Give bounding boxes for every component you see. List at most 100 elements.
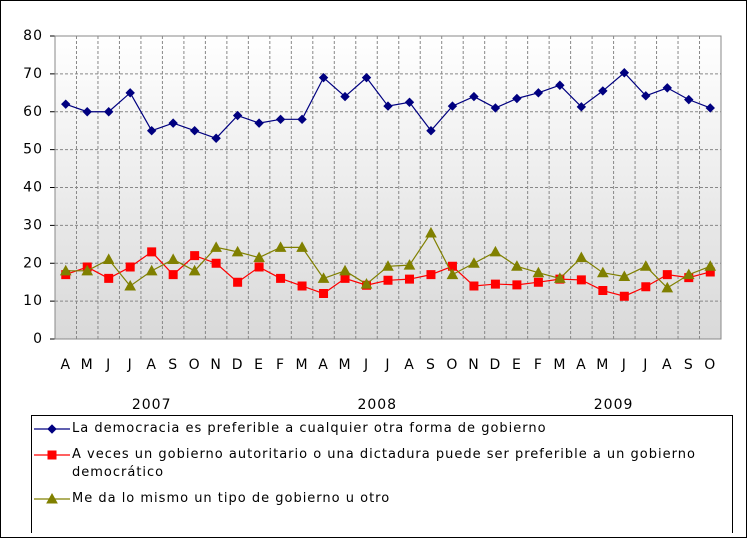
x-tick-label: A bbox=[404, 357, 415, 373]
legend-icon bbox=[34, 450, 70, 460]
marker bbox=[662, 83, 672, 93]
marker bbox=[317, 272, 330, 283]
marker bbox=[576, 102, 587, 112]
y-tick-label: 30 bbox=[23, 217, 43, 233]
legend-icon bbox=[34, 492, 70, 504]
marker bbox=[469, 281, 479, 291]
legend: La democracia es preferible a cualquier … bbox=[31, 415, 733, 533]
marker bbox=[188, 264, 201, 276]
marker bbox=[167, 253, 180, 264]
marker bbox=[682, 268, 695, 280]
legend-icon bbox=[34, 424, 70, 434]
marker bbox=[382, 260, 394, 271]
marker bbox=[468, 257, 480, 268]
marker bbox=[231, 245, 244, 257]
x-tick-label: A bbox=[318, 357, 329, 373]
x-tick-label: A bbox=[60, 357, 71, 373]
y-tick-label: 60 bbox=[23, 104, 43, 120]
marker bbox=[339, 264, 351, 276]
marker bbox=[104, 107, 114, 117]
x-tick-label: D bbox=[232, 357, 244, 373]
marker bbox=[662, 270, 672, 280]
marker bbox=[211, 258, 221, 268]
marker bbox=[490, 279, 500, 289]
marker bbox=[404, 274, 414, 284]
marker bbox=[296, 241, 308, 252]
marker bbox=[383, 275, 393, 285]
marker bbox=[641, 282, 651, 292]
marker bbox=[124, 279, 137, 291]
legend-item: La democracia es preferible a cualquier … bbox=[32, 420, 732, 438]
marker bbox=[104, 273, 114, 283]
x-tick-label: J bbox=[127, 357, 133, 373]
marker bbox=[619, 291, 629, 301]
marker bbox=[426, 270, 436, 280]
marker bbox=[619, 68, 630, 78]
marker bbox=[210, 241, 222, 252]
marker bbox=[81, 264, 94, 276]
marker bbox=[189, 125, 200, 136]
marker bbox=[511, 260, 523, 271]
marker bbox=[618, 270, 631, 282]
marker bbox=[168, 270, 178, 280]
marker bbox=[383, 101, 393, 111]
marker bbox=[512, 93, 522, 104]
marker bbox=[146, 125, 157, 136]
marker bbox=[512, 280, 522, 290]
marker bbox=[125, 88, 135, 98]
marker bbox=[147, 247, 157, 257]
year-label: 2007 bbox=[132, 397, 172, 413]
marker bbox=[297, 114, 307, 125]
marker bbox=[276, 273, 286, 283]
y-tick-label: 0 bbox=[33, 331, 43, 347]
y-tick-label: 70 bbox=[23, 66, 43, 82]
marker bbox=[533, 277, 543, 287]
marker bbox=[598, 86, 608, 96]
marker bbox=[274, 241, 287, 252]
x-tick-label: F bbox=[276, 357, 285, 373]
x-tick-label: M bbox=[553, 357, 566, 373]
marker bbox=[82, 107, 92, 117]
x-tick-label: J bbox=[384, 357, 390, 373]
legend-label: Me da lo mismo un tipo de gobierno u otr… bbox=[72, 491, 391, 506]
y-tick-label: 50 bbox=[23, 142, 43, 158]
marker bbox=[661, 281, 674, 293]
x-tick-label: A bbox=[576, 357, 587, 373]
marker bbox=[211, 133, 221, 143]
legend-item: Me da lo mismo un tipo de gobierno u otr… bbox=[32, 490, 732, 508]
x-tick-label: J bbox=[621, 357, 627, 373]
x-tick-label: N bbox=[210, 357, 221, 373]
marker bbox=[125, 262, 135, 272]
marker bbox=[61, 99, 71, 109]
x-tick-label: F bbox=[534, 357, 543, 373]
x-tick-label: J bbox=[642, 357, 648, 373]
marker bbox=[641, 91, 651, 101]
marker bbox=[168, 118, 178, 128]
legend-item: A veces un gobierno autoritario o una di… bbox=[32, 446, 732, 482]
y-tick-label: 40 bbox=[23, 180, 43, 196]
y-tick-label: 20 bbox=[23, 255, 43, 271]
legend-label: A veces un gobierno autoritario o una di… bbox=[72, 447, 696, 480]
plot-border bbox=[54, 35, 722, 340]
x-tick-label: S bbox=[168, 357, 178, 373]
x-tick-label: N bbox=[468, 357, 479, 373]
marker bbox=[404, 97, 415, 107]
marker bbox=[190, 251, 200, 261]
x-tick-label: E bbox=[512, 357, 522, 373]
marker bbox=[340, 91, 350, 102]
marker bbox=[47, 424, 57, 434]
marker bbox=[46, 492, 58, 504]
year-label: 2009 bbox=[594, 397, 634, 413]
x-tick-label: S bbox=[426, 357, 436, 373]
marker bbox=[47, 450, 57, 460]
legend-label: La democracia es preferible a cualquier … bbox=[72, 421, 547, 436]
marker bbox=[253, 251, 265, 263]
y-tick-label: 80 bbox=[23, 28, 43, 44]
marker bbox=[318, 72, 329, 83]
year-label: 2008 bbox=[357, 397, 397, 413]
marker bbox=[533, 88, 544, 98]
x-tick-label: O bbox=[704, 357, 716, 373]
x-tick-label: J bbox=[363, 357, 369, 373]
x-tick-label: D bbox=[490, 357, 502, 373]
